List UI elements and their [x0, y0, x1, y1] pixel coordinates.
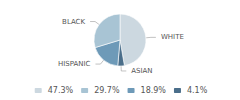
svg-text:29.7%: 29.7% — [94, 86, 120, 95]
svg-text:4.1%: 4.1% — [187, 86, 208, 95]
svg-text:HISPANIC: HISPANIC — [58, 60, 91, 68]
svg-text:ASIAN: ASIAN — [131, 67, 152, 75]
svg-text:47.3%: 47.3% — [48, 86, 74, 95]
svg-text:WHITE: WHITE — [161, 33, 184, 41]
svg-text:BLACK: BLACK — [62, 18, 85, 26]
svg-text:18.9%: 18.9% — [141, 86, 167, 95]
